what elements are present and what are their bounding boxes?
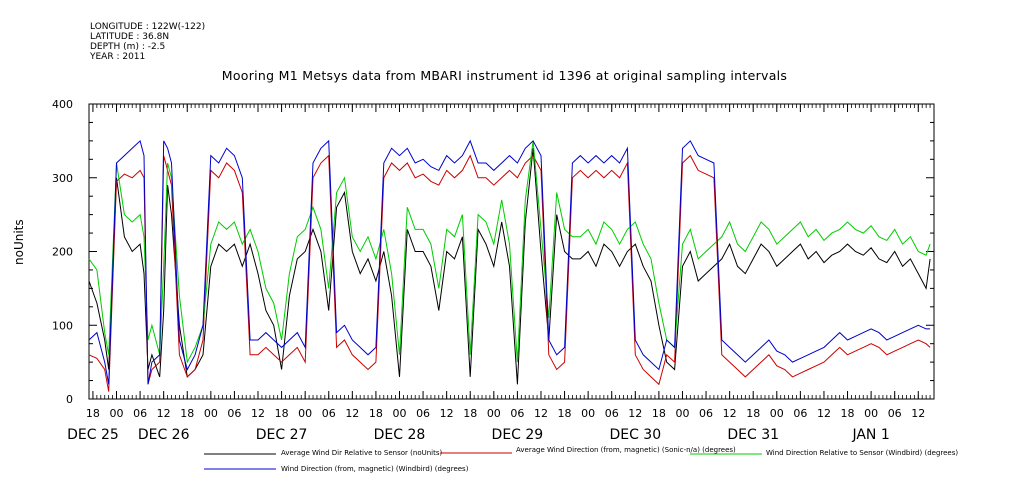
x-tick-label: 18 [369,407,383,420]
x-tick-label: 12 [345,407,359,420]
x-tick-label: 06 [605,407,619,420]
x-tick-label: 18 [558,407,572,420]
x-tick-label: 06 [416,407,430,420]
x-tick-label: 00 [487,407,501,420]
x-tick-label: 12 [440,407,454,420]
x-tick-label: 00 [298,407,312,420]
y-tick-label: 0 [66,393,73,406]
legend-label-4: Wind Direction (from, magnetic) (Windbir… [281,465,469,473]
x-day-label: DEC 30 [609,427,661,443]
x-tick-label: 06 [510,407,524,420]
x-tick-label: 00 [110,407,124,420]
x-day-label: DEC 28 [374,427,426,443]
x-tick-label: 06 [793,407,807,420]
x-tick-label: 18 [652,407,666,420]
x-tick-label: 12 [723,407,737,420]
year-text: YEAR : 2011 [90,52,146,62]
x-tick-label: 18 [841,407,855,420]
x-tick-label: 06 [699,407,713,420]
x-tick-label: 18 [275,407,289,420]
x-tick-label: 06 [888,407,902,420]
y-tick-label: 400 [52,98,73,111]
x-day-label: JAN 1 [851,427,889,443]
x-tick-label: 12 [628,407,642,420]
y-tick-label: 300 [52,172,73,185]
chart-title: Mooring M1 Metsys data from MBARI instru… [221,68,788,83]
metadata-block: LONGITUDE : 122W(-122) LATITUDE : 36.8N … [90,22,205,62]
x-day-label: DEC 27 [256,427,308,443]
x-tick-label: 12 [251,407,265,420]
x-tick-label: 00 [581,407,595,420]
y-tick-label: 100 [52,319,73,332]
series-line-1 [88,148,931,385]
x-tick-label: 06 [322,407,336,420]
x-day-label: DEC 29 [492,427,544,443]
depth-text: DEPTH (m) : -2.5 [90,42,166,52]
legend-label-3: Wind Direction Relative to Sensor (Windb… [766,449,958,457]
x-day-label: DEC 25 [67,427,119,443]
x-tick-label: 00 [675,407,689,420]
series-line-3 [88,140,931,364]
series-line-4 [88,139,931,385]
x-tick-label: 18 [180,407,194,420]
x-tick-label: 00 [864,407,878,420]
x-day-label: DEC 26 [138,427,190,443]
legend-label-2: Average Wind Direction (from, magnetic) … [516,446,736,454]
x-day-label: DEC 31 [727,427,779,443]
latitude-text: LATITUDE : 36.8N [90,32,170,42]
x-tick-label: 06 [227,407,241,420]
x-tick-label: 00 [392,407,406,420]
x-tick-label: 12 [911,407,925,420]
x-tick-label: 00 [770,407,784,420]
x-tick-label: 06 [133,407,147,420]
x-tick-label: 12 [157,407,171,420]
x-tick-label: 18 [86,407,100,420]
series-line-2 [88,154,931,392]
x-tick-label: 12 [817,407,831,420]
x-tick-label: 12 [534,407,548,420]
legend-label-1: Average Wind Dir Relative to Sensor (noU… [281,449,442,457]
x-tick-label: 18 [746,407,760,420]
x-tick-label: 00 [204,407,218,420]
x-tick-label: 18 [463,407,477,420]
longitude-text: LONGITUDE : 122W(-122) [90,22,206,32]
y-tick-label: 200 [52,246,73,259]
